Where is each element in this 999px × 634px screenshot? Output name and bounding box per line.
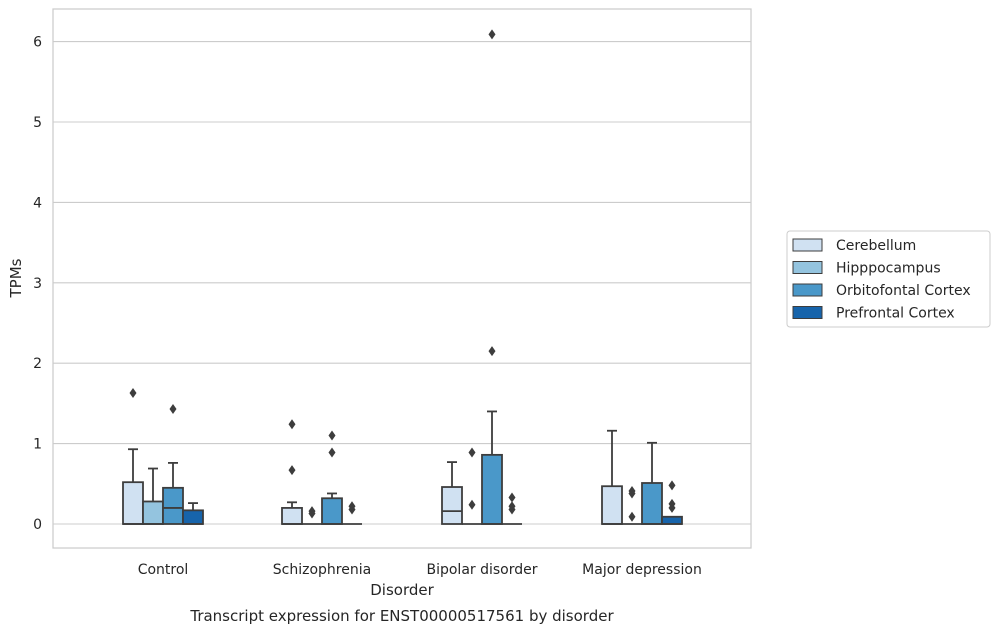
legend-label: Orbitofontal Cortex bbox=[836, 283, 971, 299]
box-prefrontal-cortex bbox=[661, 480, 683, 525]
box-body bbox=[481, 453, 503, 525]
outlier-point bbox=[308, 506, 316, 517]
grid-lines bbox=[53, 41, 751, 525]
x-axis-title: Disorder bbox=[370, 581, 434, 599]
outlier-point bbox=[488, 29, 496, 40]
x-tick-label: Schizophrenia bbox=[273, 562, 371, 578]
box-prefrontal-cortex bbox=[182, 502, 204, 525]
outlier-point bbox=[628, 511, 636, 522]
x-tick-label: Major depression bbox=[582, 562, 702, 578]
y-tick-label: 0 bbox=[33, 517, 42, 533]
outlier-point bbox=[129, 387, 137, 398]
legend-swatch bbox=[792, 261, 823, 274]
box-hipppocampus bbox=[142, 467, 164, 525]
box-body bbox=[142, 500, 164, 525]
box-groups bbox=[122, 29, 683, 525]
box-cerebellum bbox=[441, 461, 463, 525]
y-axis-title: TPMs bbox=[7, 258, 25, 298]
y-tick-label: 5 bbox=[33, 115, 42, 131]
outlier-point bbox=[288, 465, 296, 476]
y-tick-label: 4 bbox=[33, 195, 42, 211]
y-tick-label: 2 bbox=[33, 356, 42, 372]
outlier-point bbox=[468, 499, 476, 510]
box-body bbox=[601, 485, 623, 525]
outlier-point bbox=[488, 346, 496, 357]
legend-swatch bbox=[792, 283, 823, 297]
x-tick-label: Control bbox=[138, 562, 189, 578]
x-tick-label: Bipolar disorder bbox=[426, 562, 537, 578]
box-hipppocampus bbox=[302, 506, 322, 525]
y-tick-label: 1 bbox=[33, 437, 42, 453]
legend-frame bbox=[786, 230, 991, 328]
outlier-point bbox=[328, 447, 336, 458]
box-cerebellum bbox=[281, 419, 303, 525]
legend: Cerebellum Hipppocampus Orbitofontal Corte… bbox=[786, 230, 991, 328]
outlier-point bbox=[668, 498, 676, 509]
box-body bbox=[641, 482, 663, 525]
box-body bbox=[441, 486, 463, 525]
box-prefrontal-cortex bbox=[342, 501, 362, 525]
box-orbitofontal-cortex bbox=[641, 441, 663, 525]
box-hipppocampus bbox=[462, 447, 482, 525]
legend-label: Prefrontal Cortex bbox=[836, 306, 955, 322]
box-cerebellum bbox=[601, 429, 623, 525]
y-tick-label: 3 bbox=[33, 276, 42, 292]
legend-label: Hipppocampus bbox=[836, 261, 941, 277]
outlier-point bbox=[628, 486, 636, 497]
outlier-point bbox=[468, 447, 476, 458]
box-hipppocampus bbox=[622, 486, 642, 525]
plot-area bbox=[53, 9, 751, 548]
outlier-point bbox=[348, 501, 356, 512]
plot-frame bbox=[52, 8, 752, 549]
outlier-point bbox=[328, 430, 336, 441]
box-orbitofontal-cortex bbox=[481, 29, 503, 525]
box-body bbox=[122, 481, 144, 525]
box-body bbox=[182, 509, 204, 525]
chart-title: Transcript expression for ENST0000051756… bbox=[189, 607, 614, 625]
legend-label: Cerebellum bbox=[836, 238, 916, 254]
box-body bbox=[281, 507, 303, 525]
outlier-point bbox=[288, 419, 296, 430]
y-tick-label: 6 bbox=[33, 35, 42, 51]
legend-swatch bbox=[792, 238, 823, 252]
box-body bbox=[321, 497, 343, 525]
box-orbitofontal-cortex bbox=[321, 430, 343, 525]
outlier-point bbox=[508, 501, 516, 512]
outlier-point bbox=[668, 480, 676, 491]
y-tick-labels: 0 1 2 3 4 5 6 bbox=[33, 35, 42, 533]
legend-swatch bbox=[792, 306, 823, 319]
outlier-point bbox=[508, 492, 516, 503]
x-tick-labels: Control Schizophrenia Bipolar disorder Majo… bbox=[138, 562, 702, 578]
box-orbitofontal-cortex bbox=[162, 404, 184, 525]
outlier-point bbox=[169, 404, 177, 415]
box-body bbox=[162, 486, 184, 525]
box-body bbox=[661, 515, 683, 525]
box-prefrontal-cortex bbox=[502, 492, 522, 525]
